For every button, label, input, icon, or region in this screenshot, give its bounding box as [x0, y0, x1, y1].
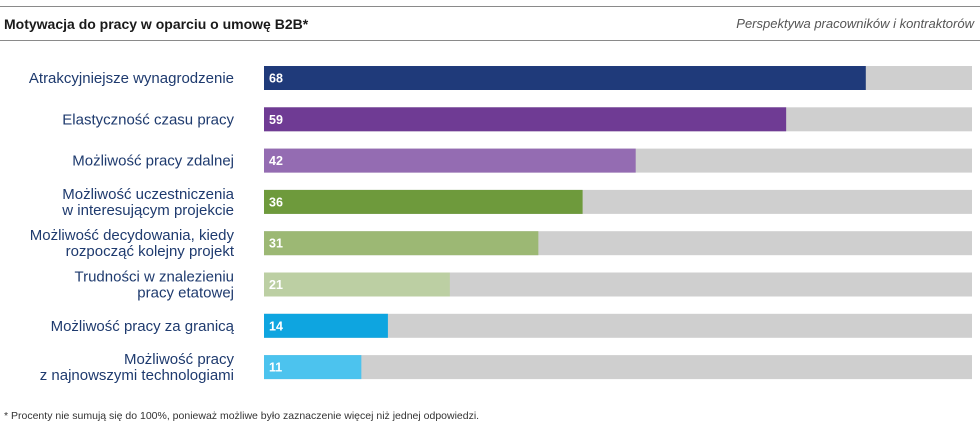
bar-3 [264, 148, 636, 173]
top-rule [0, 6, 980, 7]
category-label-8-line-2: z najnowszymi technologiami [40, 367, 234, 384]
category-label-5-line-1: Możliwość decydowania, kiedy [30, 227, 235, 244]
footnote: * Procenty nie sumują się do 100%, ponie… [4, 410, 480, 422]
header-rule [0, 40, 980, 41]
bar-chart: 68 Atrakcyjniejsze wynagrodzenie 59 Elastyc… [29, 66, 972, 384]
bar-7 [264, 313, 388, 338]
chart-title: Motywacja do pracy w oparciu o umowę B2B… [4, 16, 309, 32]
data-label-4: 36 [269, 195, 283, 209]
category-label-3: Możliwość pracy zdalnej [72, 153, 234, 170]
category-label-8-line-1: Możliwość pracy [124, 351, 235, 368]
data-label-2: 59 [269, 113, 283, 127]
bar-5 [264, 231, 539, 256]
data-label-7: 14 [269, 319, 283, 333]
category-label-4-line-2: w interesującym projekcie [61, 202, 234, 219]
category-label-1: Atrakcyjniejsze wynagrodzenie [29, 70, 234, 87]
bar-2 [264, 107, 787, 132]
bar-track-8 [264, 355, 972, 380]
category-label-5-line-2: rozpocząć kolejny projekt [66, 243, 235, 260]
data-label-8: 11 [269, 361, 282, 375]
category-label-6-line-2: pracy etatowej [137, 285, 234, 302]
bar-4 [264, 189, 583, 214]
category-label-7: Możliwość pracy za granicą [51, 318, 235, 335]
chart-subtitle: Perspektywa pracowników i kontraktorów [736, 16, 974, 31]
bar-8 [264, 355, 362, 380]
data-label-3: 42 [269, 154, 283, 168]
category-label-6-line-1: Trudności w znalezieniu [74, 269, 234, 286]
category-label-2: Elastyczność czasu pracy [62, 111, 234, 128]
bar-6 [264, 272, 450, 297]
category-label-4-line-1: Możliwość uczestniczenia [62, 186, 234, 203]
data-label-5: 31 [269, 237, 283, 251]
data-label-6: 21 [269, 278, 283, 292]
data-label-1: 68 [269, 72, 283, 86]
bar-1 [264, 66, 866, 90]
